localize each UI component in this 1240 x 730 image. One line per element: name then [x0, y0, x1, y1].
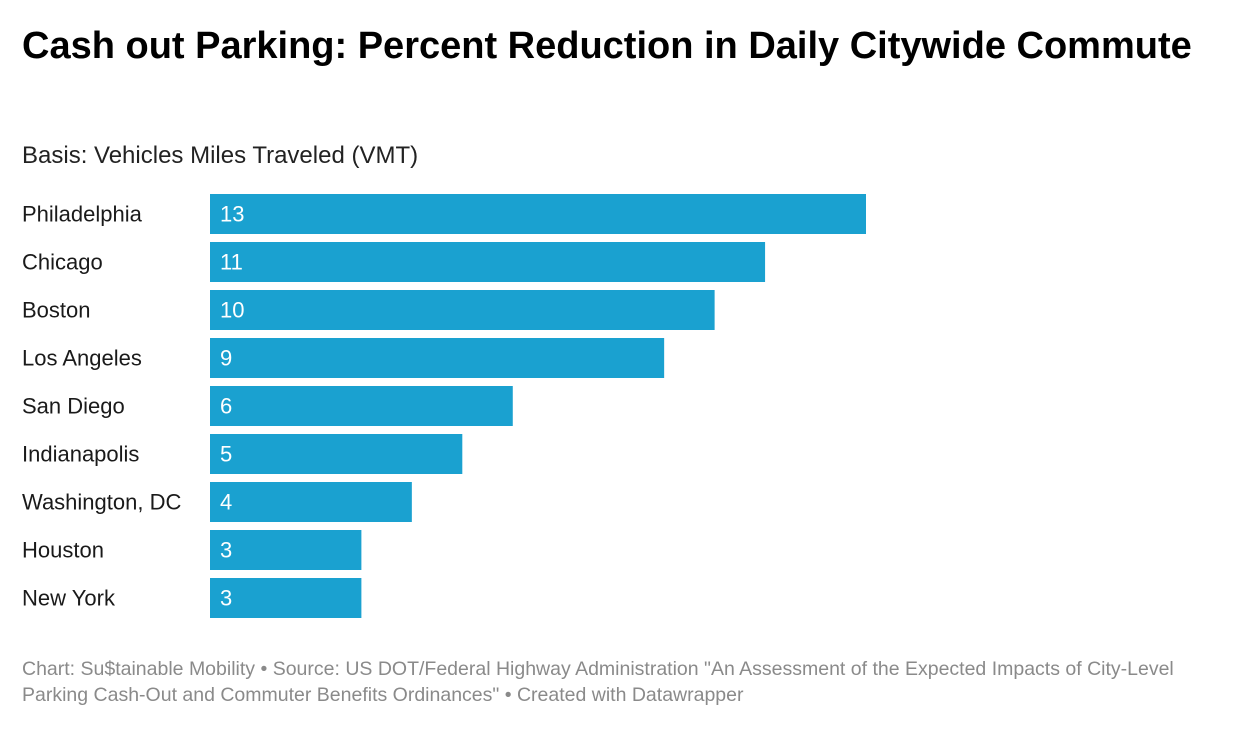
bar-value-label: 10	[220, 298, 244, 323]
bar	[210, 386, 513, 426]
chart-footer: Chart: Su$tainable Mobility • Source: US…	[22, 658, 1174, 706]
bar-chart: Philadelphia 13 Chicago 11 Boston 10 Los Angel…	[0, 190, 1240, 630]
bar-chart-svg: Philadelphia 13 Chicago 11 Boston 10 Los Angel…	[22, 194, 866, 618]
bar-value-label: 4	[220, 490, 232, 515]
bar-row: Chicago 11	[22, 242, 766, 282]
bar	[210, 434, 463, 474]
category-label: New York	[22, 586, 116, 611]
bar-row: Philadelphia 13	[22, 194, 866, 234]
category-label: Houston	[22, 538, 104, 563]
bar	[210, 338, 665, 378]
bar-value-label: 3	[220, 538, 232, 563]
bar-row: New York 3	[22, 578, 362, 618]
bar	[210, 482, 412, 522]
bar-row: Houston 3	[22, 530, 362, 570]
category-label: Chicago	[22, 250, 103, 275]
bar	[210, 194, 866, 234]
bar-value-label: 9	[220, 346, 232, 371]
category-label: Indianapolis	[22, 442, 139, 467]
bar-value-label: 5	[220, 442, 232, 467]
bar-value-label: 11	[220, 250, 243, 275]
category-label: San Diego	[22, 394, 125, 419]
category-label: Los Angeles	[22, 346, 142, 371]
category-label: Washington, DC	[22, 490, 181, 515]
bar	[210, 290, 715, 330]
bar-row: Los Angeles 9	[22, 338, 665, 378]
bar	[210, 578, 362, 618]
bar-row: Washington, DC 4	[22, 482, 412, 522]
bar	[210, 242, 766, 282]
category-label: Philadelphia	[22, 202, 143, 227]
bar-row: Boston 10	[22, 290, 715, 330]
bar-row: San Diego 6	[22, 386, 513, 426]
bar-value-label: 13	[220, 202, 244, 227]
bar	[210, 530, 362, 570]
bar-value-label: 3	[220, 586, 232, 611]
category-label: Boston	[22, 298, 91, 323]
bar-value-label: 6	[220, 394, 232, 419]
chart-title: Cash out Parking: Percent Reduction in D…	[22, 25, 1192, 67]
bar-row: Indianapolis 5	[22, 434, 463, 474]
chart-subtitle: Basis: Vehicles Miles Traveled (VMT)	[22, 142, 419, 169]
